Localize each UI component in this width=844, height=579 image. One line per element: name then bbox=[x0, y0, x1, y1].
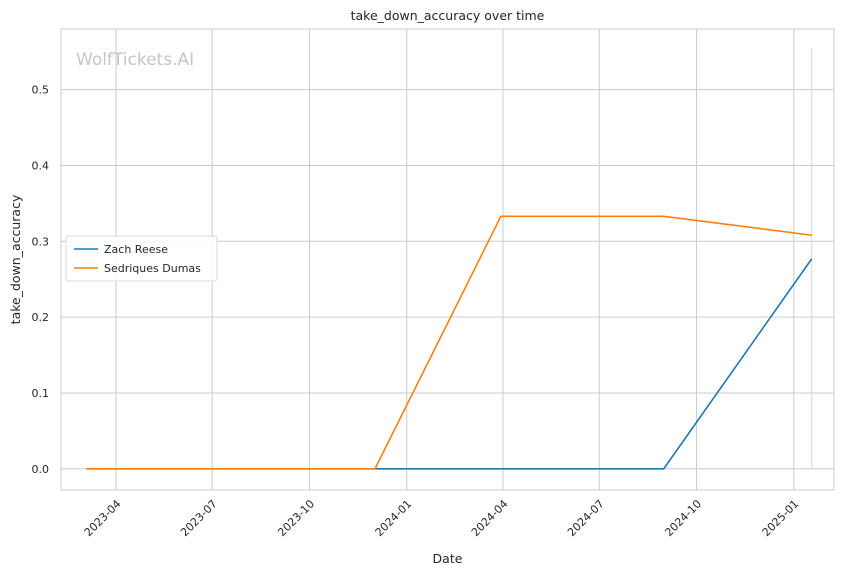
legend-label: Zach Reese bbox=[104, 243, 168, 256]
y-tick-label: 0.1 bbox=[32, 387, 50, 400]
series-line-sedriques-dumas bbox=[86, 215, 812, 470]
y-axis-ticks: 0.0 0.1 0.2 0.3 0.4 0.5 bbox=[32, 84, 50, 476]
legend: Zach Reese Sedriques Dumas bbox=[65, 235, 218, 282]
watermark: WolfTickets.AI bbox=[76, 50, 194, 70]
y-axis-label: take_down_accuracy bbox=[8, 194, 23, 324]
legend-box bbox=[65, 235, 218, 282]
y-tick-label: 0.5 bbox=[32, 84, 50, 97]
y-tick-label: 0.4 bbox=[32, 159, 50, 172]
plot-frame bbox=[60, 28, 835, 491]
chart-title: take_down_accuracy over time bbox=[351, 8, 545, 23]
series-layer bbox=[86, 215, 813, 470]
y-tick-label: 0.2 bbox=[32, 311, 50, 324]
y-tick-label: 0.0 bbox=[32, 463, 50, 476]
y-tick-label: 0.3 bbox=[32, 235, 50, 248]
x-axis-label: Date bbox=[433, 551, 463, 566]
legend-label: Sedriques Dumas bbox=[104, 262, 201, 275]
